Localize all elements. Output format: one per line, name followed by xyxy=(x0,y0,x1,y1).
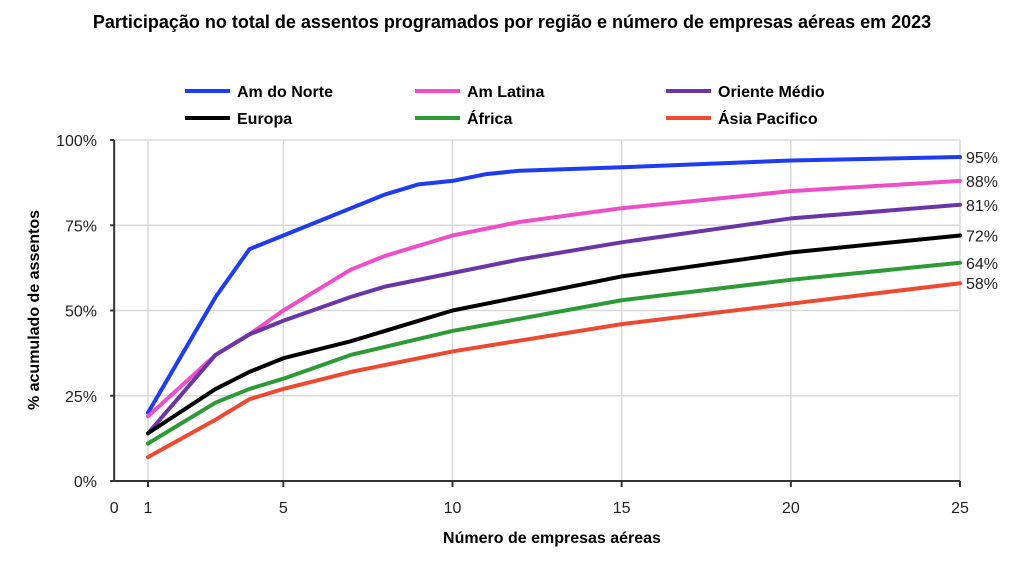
series-line xyxy=(146,260,962,446)
end-value-label: 72% xyxy=(966,228,998,245)
series-line xyxy=(146,155,962,415)
x-tick-label: 5 xyxy=(279,500,288,517)
axes: 0%25%50%75%100%0 1 5 10 15 20 25 xyxy=(56,133,969,517)
legend-label: Oriente Médio xyxy=(718,84,825,101)
end-value-label: 64% xyxy=(966,256,998,273)
x-tick-label: 25 xyxy=(951,500,969,517)
end-value-label: 58% xyxy=(966,276,998,293)
series-line xyxy=(146,233,962,436)
legend-label: Europa xyxy=(237,111,292,128)
legend-label: Ásia Pacifico xyxy=(718,109,818,128)
end-value-label: 88% xyxy=(966,174,998,191)
legend-label: África xyxy=(467,109,512,128)
series-line xyxy=(146,202,962,436)
y-tick-label: 75% xyxy=(65,218,97,235)
x-tick-label: 15 xyxy=(613,500,631,517)
x-tick-label: 1 xyxy=(144,500,153,517)
chart-title: Participação no total de assentos progra… xyxy=(93,12,931,32)
legend-label: Am do Norte xyxy=(237,84,333,101)
gridlines xyxy=(114,139,961,481)
y-tick-label: 50% xyxy=(65,304,97,321)
series-line xyxy=(146,281,962,460)
x-tick-label: 20 xyxy=(782,500,800,517)
y-axis-label: % acumulado de assentos xyxy=(26,210,43,410)
x-tick-label: 10 xyxy=(444,500,462,517)
series-lines: 95% 88% 81% 72% 64% 58% xyxy=(146,150,998,460)
end-value-label: 95% xyxy=(966,150,998,167)
legend: Am do Norte Am Latina Oriente Médio Europa Á… xyxy=(185,84,825,128)
y-tick-label: 0% xyxy=(74,474,97,491)
end-value-label: 81% xyxy=(966,198,998,215)
x-tick-label: 0 xyxy=(110,500,119,517)
x-axis-label: Número de empresas aéreas xyxy=(443,530,661,547)
legend-label: Am Latina xyxy=(467,84,544,101)
y-tick-label: 25% xyxy=(65,389,97,406)
y-tick-label: 100% xyxy=(56,133,97,150)
